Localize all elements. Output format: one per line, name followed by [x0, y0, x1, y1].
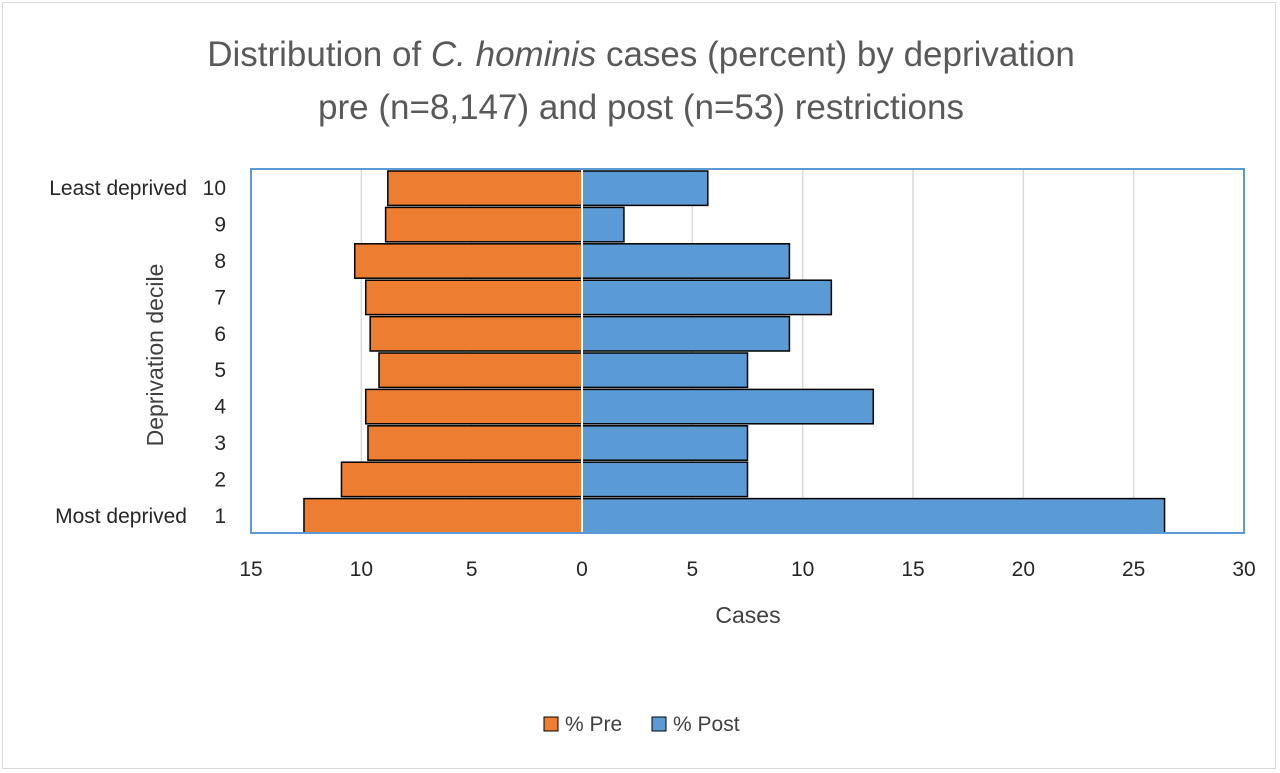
y-tick-label-3: 3 — [214, 432, 226, 455]
x-tick-label-5: 10 — [791, 558, 814, 581]
bar-post-decile-6 — [581, 315, 791, 352]
y-axis-title: Deprivation decile — [142, 264, 168, 447]
bar-post-decile-10 — [581, 170, 709, 207]
bar-pre-decile-4 — [364, 388, 583, 425]
y-tick-labels: 1 2 3 4 5 6 7 8 9 10 — [203, 177, 227, 528]
bars — [303, 170, 1166, 534]
y-tick-label-6: 6 — [214, 323, 226, 346]
y-tick-label-4: 4 — [214, 396, 226, 419]
y-tick-label-8: 8 — [214, 250, 226, 273]
bar-post-decile-1 — [581, 497, 1166, 534]
y-tick-label-2: 2 — [214, 468, 226, 491]
bar-post-decile-8 — [581, 243, 791, 279]
legend-swatch-0 — [543, 716, 559, 732]
y-annotation-10: Least deprived — [49, 177, 187, 200]
y-tick-label-5: 5 — [214, 359, 226, 382]
bar-pre-decile-8 — [353, 243, 583, 279]
chart-title-line1: Distribution of C. hominis cases (percen… — [207, 35, 1075, 74]
bar-post-decile-3 — [581, 425, 749, 461]
bar-pre-decile-7 — [364, 279, 583, 316]
x-tick-label-8: 25 — [1122, 558, 1145, 581]
bar-post-decile-7 — [581, 279, 833, 316]
x-axis-title: Cases — [715, 602, 780, 628]
bar-post-decile-5 — [581, 352, 749, 389]
legend-label-0: % Pre — [565, 713, 622, 736]
legend: % Pre % Post — [543, 713, 740, 736]
chart-title-line2: pre (n=8,147) and post (n=53) restrictio… — [318, 88, 964, 127]
bar-post-decile-4 — [581, 388, 875, 425]
bar-pre-decile-3 — [367, 425, 583, 461]
x-tick-label-7: 20 — [1012, 558, 1035, 581]
legend-label-1: % Post — [673, 713, 740, 736]
bar-pre-decile-5 — [378, 352, 583, 389]
chart: Distribution of C. hominis cases (percen… — [49, 35, 1255, 736]
y-tick-label-10: 10 — [203, 177, 226, 200]
bar-post-decile-2 — [581, 461, 749, 498]
y-annotation-1: Most deprived — [55, 505, 187, 528]
y-tick-label-7: 7 — [214, 286, 226, 309]
x-tick-label-4: 5 — [686, 558, 698, 581]
y-category-annotations: Most deprived Least deprived — [49, 177, 187, 528]
y-tick-label-1: 1 — [214, 505, 226, 528]
x-tick-label-0: 15 — [239, 558, 262, 581]
bar-pre-decile-2 — [340, 461, 583, 498]
x-tick-label-3: 0 — [576, 558, 588, 581]
bar-pre-decile-6 — [369, 315, 583, 352]
plot-area-border — [250, 168, 1245, 534]
bar-post-decile-9 — [581, 206, 625, 243]
y-tick-label-9: 9 — [214, 214, 226, 237]
x-tick-label-1: 10 — [350, 558, 373, 581]
bar-pre-decile-9 — [384, 206, 583, 243]
bar-pre-decile-1 — [303, 497, 583, 534]
x-tick-label-2: 5 — [466, 558, 478, 581]
x-tick-label-9: 30 — [1232, 558, 1255, 581]
bar-pre-decile-10 — [387, 170, 583, 207]
x-tick-labels: 15 10 5 0 5 10 15 20 25 30 — [239, 558, 1255, 581]
x-tick-label-6: 15 — [901, 558, 924, 581]
legend-swatch-1 — [651, 716, 667, 732]
